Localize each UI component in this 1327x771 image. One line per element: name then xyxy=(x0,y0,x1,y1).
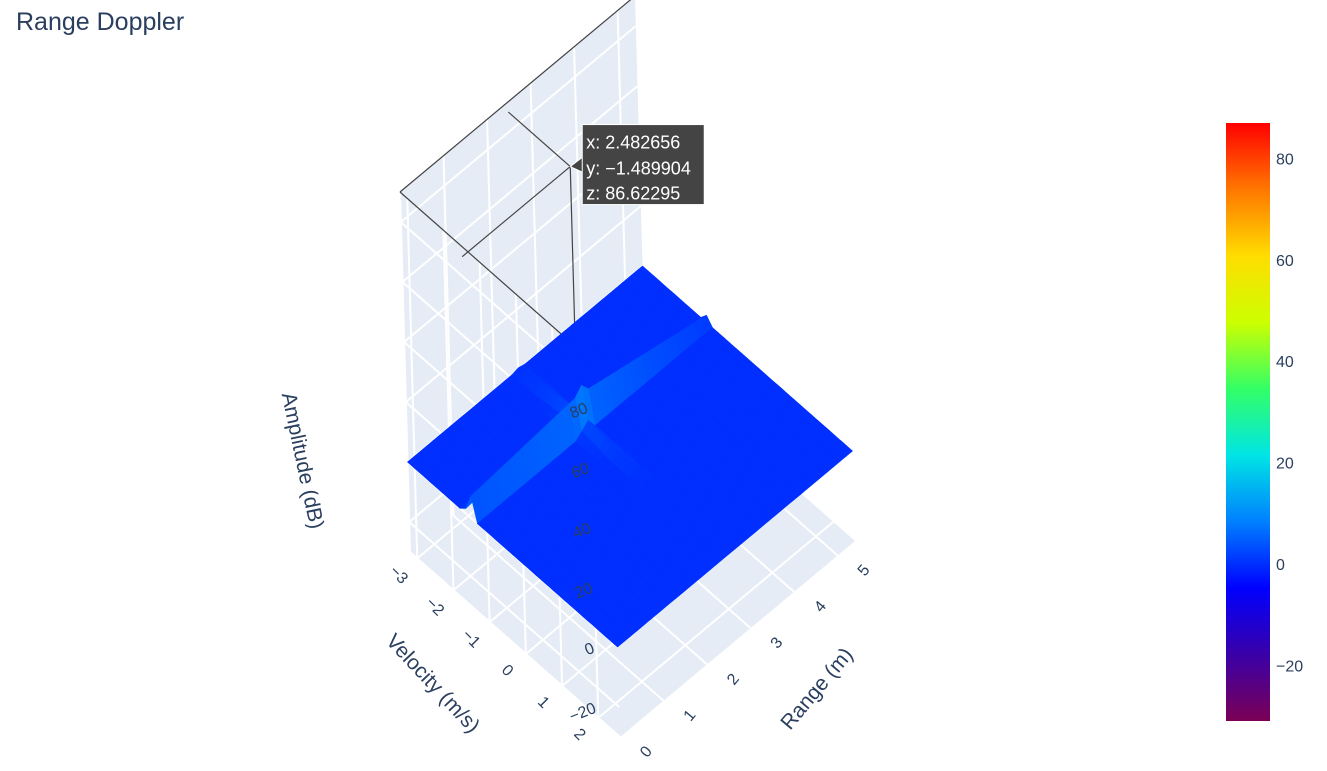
hover-box xyxy=(581,124,705,206)
colorbar-tick-label: −20 xyxy=(1276,658,1303,675)
velocity-tick-label: 2 xyxy=(570,726,588,744)
colorbar-tick-label: 0 xyxy=(1276,557,1285,574)
colorbar-tick-label: 80 xyxy=(1276,151,1294,168)
colorbar-tick-label: 60 xyxy=(1276,253,1294,270)
velocity-tick-label: 0 xyxy=(498,662,516,680)
grid-range xyxy=(409,551,621,738)
grid-amplitude-right xyxy=(405,205,642,403)
grid-range-wall xyxy=(399,191,411,553)
range-tick-label: 1 xyxy=(681,707,700,725)
velocity-tick-label: 1 xyxy=(534,694,552,712)
range-tick-label: 3 xyxy=(768,634,787,652)
colorbar-tick-label: 20 xyxy=(1276,456,1294,473)
colorbar-tick-label: 40 xyxy=(1276,354,1294,371)
range-tick-label: 5 xyxy=(855,562,874,580)
hover-z-value: z: 86.62295 xyxy=(586,184,680,204)
surface-mesh[interactable] xyxy=(407,265,853,648)
hover-tooltip: x: 2.482656 y: −1.489904 z: 86.62295 xyxy=(569,124,705,206)
amplitude-tick-label: 80 xyxy=(567,400,590,422)
velocity-tick-label: −1 xyxy=(458,627,483,652)
hover-y-value: y: −1.489904 xyxy=(586,159,691,179)
amplitude-tick-label: 40 xyxy=(571,520,594,542)
chart-title: Range Doppler xyxy=(16,8,185,36)
3d-scene[interactable] xyxy=(399,0,855,738)
grid-amplitude-right xyxy=(401,85,639,283)
colorbar: −20 0 20 40 60 80 xyxy=(1226,123,1303,721)
surface-patch xyxy=(611,636,625,648)
grid-amplitude-right xyxy=(400,25,637,223)
colorbar-ticks: −20 0 20 40 60 80 xyxy=(1276,151,1303,675)
grid-velocity-wall xyxy=(406,198,419,559)
colorbar-scale xyxy=(1226,123,1270,721)
range-axis-title: Range (m) xyxy=(776,643,857,734)
grid-velocity xyxy=(597,521,834,719)
range-tick-label: 2 xyxy=(724,671,743,689)
amplitude-axis-title: Amplitude (dB) xyxy=(277,390,328,531)
range-tick-label: 4 xyxy=(811,598,830,616)
grid-velocity-wall xyxy=(442,230,455,591)
velocity-tick-label: −3 xyxy=(386,563,411,588)
grid-amplitude-left xyxy=(408,521,620,708)
amplitude-tick-label: 60 xyxy=(569,460,592,482)
hover-x-value: x: 2.482656 xyxy=(586,133,680,153)
spike-to-right-wall xyxy=(507,111,571,168)
range-tick-label: 0 xyxy=(637,743,656,761)
spike-to-left-wall xyxy=(461,166,571,258)
box-edge xyxy=(399,0,632,193)
amplitude-tick-label: 20 xyxy=(572,580,595,602)
velocity-tick-label: −2 xyxy=(422,595,447,620)
